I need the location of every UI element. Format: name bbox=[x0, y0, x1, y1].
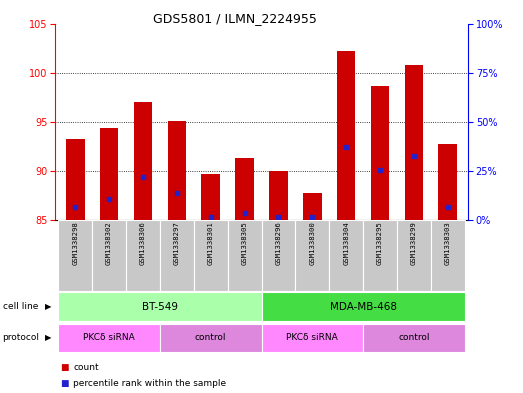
Bar bbox=[58, 292, 262, 321]
Text: GSM1338304: GSM1338304 bbox=[343, 222, 349, 265]
Bar bbox=[363, 323, 465, 353]
Text: GSM1338296: GSM1338296 bbox=[276, 222, 281, 265]
Text: GDS5801 / ILMN_2224955: GDS5801 / ILMN_2224955 bbox=[153, 12, 317, 25]
Text: GSM1338303: GSM1338303 bbox=[445, 222, 451, 265]
Bar bbox=[92, 220, 126, 291]
Bar bbox=[405, 65, 423, 220]
Text: control: control bbox=[195, 334, 226, 342]
Text: GSM1338297: GSM1338297 bbox=[174, 222, 180, 265]
Bar bbox=[329, 220, 363, 291]
Text: ■: ■ bbox=[60, 379, 69, 387]
Bar bbox=[303, 193, 322, 220]
Text: protocol: protocol bbox=[3, 334, 40, 342]
Text: GSM1338301: GSM1338301 bbox=[208, 222, 214, 265]
Bar bbox=[397, 220, 431, 291]
Bar bbox=[262, 292, 465, 321]
Text: cell line: cell line bbox=[3, 302, 38, 311]
Text: GSM1338302: GSM1338302 bbox=[106, 222, 112, 265]
Text: PKCδ siRNA: PKCδ siRNA bbox=[287, 334, 338, 342]
Text: BT-549: BT-549 bbox=[142, 301, 178, 312]
Bar bbox=[160, 323, 262, 353]
Bar bbox=[126, 220, 160, 291]
Bar bbox=[134, 102, 152, 220]
Text: ■: ■ bbox=[60, 363, 69, 372]
Text: GSM1338295: GSM1338295 bbox=[377, 222, 383, 265]
Bar bbox=[235, 158, 254, 220]
Text: control: control bbox=[398, 334, 430, 342]
Bar bbox=[371, 86, 389, 220]
Bar bbox=[194, 220, 228, 291]
Bar bbox=[431, 220, 465, 291]
Text: GSM1338300: GSM1338300 bbox=[309, 222, 315, 265]
Bar bbox=[363, 220, 397, 291]
Text: ▶: ▶ bbox=[46, 302, 52, 311]
Text: GSM1338298: GSM1338298 bbox=[72, 222, 78, 265]
Bar bbox=[438, 144, 457, 220]
Text: ▶: ▶ bbox=[46, 334, 52, 342]
Text: count: count bbox=[73, 363, 99, 372]
Text: GSM1338306: GSM1338306 bbox=[140, 222, 146, 265]
Bar bbox=[262, 220, 295, 291]
Bar bbox=[295, 220, 329, 291]
Bar bbox=[58, 220, 92, 291]
Text: GSM1338305: GSM1338305 bbox=[242, 222, 247, 265]
Text: MDA-MB-468: MDA-MB-468 bbox=[329, 301, 396, 312]
Bar bbox=[167, 121, 186, 220]
Bar bbox=[201, 174, 220, 220]
Text: GSM1338299: GSM1338299 bbox=[411, 222, 417, 265]
Bar bbox=[228, 220, 262, 291]
Bar bbox=[160, 220, 194, 291]
Bar bbox=[58, 323, 160, 353]
Bar bbox=[66, 139, 85, 220]
Bar bbox=[262, 323, 363, 353]
Bar bbox=[337, 51, 356, 220]
Text: PKCδ siRNA: PKCδ siRNA bbox=[83, 334, 135, 342]
Text: percentile rank within the sample: percentile rank within the sample bbox=[73, 379, 226, 387]
Bar bbox=[100, 128, 118, 220]
Bar bbox=[269, 171, 288, 220]
